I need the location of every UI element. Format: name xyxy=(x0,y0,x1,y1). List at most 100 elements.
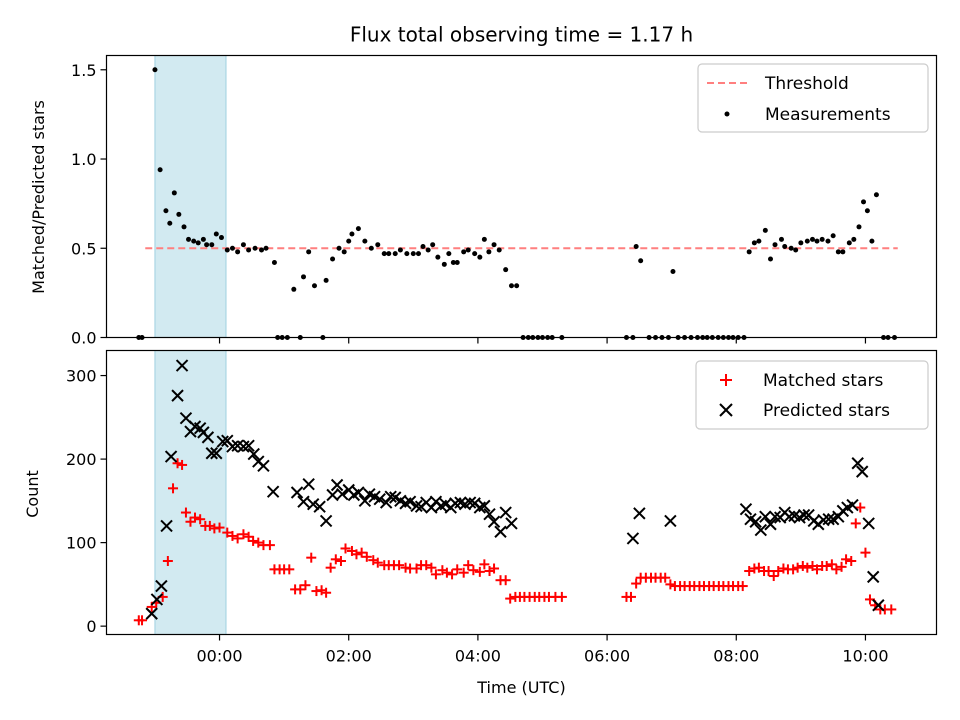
matched-stars-point xyxy=(253,537,264,548)
predicted-stars-point xyxy=(664,514,677,528)
matched-stars-point xyxy=(821,561,832,572)
predicted-stars-point xyxy=(358,494,372,508)
measurement-point xyxy=(323,277,329,283)
predicted-stars-point xyxy=(216,435,229,448)
predicted-marker-b xyxy=(764,518,777,531)
top-legend-box xyxy=(697,63,929,133)
predicted-marker-b xyxy=(171,389,184,402)
measurement-point xyxy=(465,247,471,253)
predicted-marker-b xyxy=(846,498,859,512)
matched-stars-point xyxy=(430,569,441,580)
predicted-stars-point xyxy=(145,607,158,620)
measurement-point xyxy=(825,238,831,244)
predicted-marker-b xyxy=(499,506,512,519)
measurement-point xyxy=(355,226,361,232)
predicted-marker-b xyxy=(231,439,244,452)
matched-stars-point xyxy=(162,555,173,566)
predicted-marker-b xyxy=(242,439,255,452)
measurement-point xyxy=(392,251,398,257)
bottom-y-axis-label: Count xyxy=(23,470,42,518)
xtick-label: 00:00 xyxy=(196,647,242,666)
matched-stars-point xyxy=(886,604,897,615)
measurement-point xyxy=(362,238,368,244)
matched-legend-swatch xyxy=(720,374,732,386)
matched-stars-point xyxy=(321,587,332,598)
predicted-marker-b xyxy=(633,507,646,520)
measurement-point xyxy=(397,247,403,253)
measurement-point xyxy=(415,251,421,257)
matched-stars-point xyxy=(189,512,200,523)
measurement-point xyxy=(191,238,197,244)
matched-stars-point xyxy=(788,564,799,575)
predicted-stars-point xyxy=(872,599,885,612)
predicted-marker-b xyxy=(403,495,417,508)
predicted-stars-point xyxy=(160,519,173,533)
measurement-point xyxy=(446,251,452,257)
bottom-ytick-label: 0 xyxy=(86,617,96,636)
predicted-stars-point xyxy=(313,500,326,513)
matched-stars-point xyxy=(295,584,306,595)
predicted-marker-b xyxy=(487,515,501,528)
matched-stars-point xyxy=(177,459,188,470)
matched-stars-point xyxy=(351,549,362,560)
predicted-stars-point xyxy=(247,447,260,461)
predicted-stars-point xyxy=(764,518,777,531)
matched-stars-point xyxy=(773,566,784,577)
measurement-point xyxy=(441,261,447,267)
measurement-point xyxy=(213,231,219,237)
predicted-stars-point xyxy=(739,502,753,516)
predicted-stars-point xyxy=(326,488,339,502)
matched-stars-point xyxy=(214,522,225,533)
x-axis-label: Time (UTC) xyxy=(476,678,565,697)
predicted-marker-b xyxy=(368,490,381,503)
measurement-point xyxy=(252,245,258,251)
measurement-point xyxy=(235,249,241,255)
predicted-stars-point xyxy=(633,507,646,520)
matched-stars-point xyxy=(500,575,511,586)
predicted-marker-b xyxy=(872,599,885,612)
measurement-point xyxy=(163,208,169,214)
matched-stars-point xyxy=(330,554,341,565)
measurement-point xyxy=(633,243,639,249)
predicted-stars-point xyxy=(856,465,869,478)
matched-stars-point xyxy=(665,579,676,590)
predicted-marker-b xyxy=(797,508,811,522)
measurement-point xyxy=(851,236,857,242)
predicted-marker-b xyxy=(505,517,518,530)
measurement-point xyxy=(157,167,163,173)
predicted-marker-b xyxy=(302,477,315,491)
matched-stars-point xyxy=(556,591,567,602)
measurement-point xyxy=(346,238,352,244)
predicted-stars-point xyxy=(330,478,344,492)
predicted-marker-b xyxy=(744,513,757,526)
measurement-point xyxy=(167,220,173,226)
predicted-stars-point xyxy=(384,490,397,503)
measurement-point xyxy=(830,233,836,239)
measurement-point xyxy=(259,247,265,253)
measurement-point xyxy=(381,251,387,257)
predicted-stars-point xyxy=(297,495,310,508)
xtick-label: 08:00 xyxy=(713,647,759,666)
predicted-stars-point xyxy=(463,496,477,509)
measurement-point xyxy=(291,286,297,292)
predicted-stars-point xyxy=(862,517,875,530)
matched-stars-point xyxy=(264,540,275,551)
measurement-point xyxy=(670,268,676,274)
predicted-stars-point xyxy=(155,579,168,593)
predicted-stars-point xyxy=(336,487,349,501)
predicted-stars-point xyxy=(201,431,215,444)
predicted-stars-point xyxy=(499,506,512,519)
matched-stars-point xyxy=(489,563,500,574)
predicted-marker-b xyxy=(822,513,835,526)
predicted-marker-b xyxy=(188,420,202,433)
predicted-marker-b xyxy=(179,411,193,425)
predicted-stars-point xyxy=(210,447,223,460)
xtick-label: 04:00 xyxy=(455,647,501,666)
predicted-marker-b xyxy=(389,491,402,504)
measurement-point xyxy=(425,247,431,253)
matched-stars-point xyxy=(306,552,317,563)
matched-stars-point xyxy=(180,507,191,518)
predicted-marker-b xyxy=(352,486,365,499)
matched-stars-point xyxy=(660,572,671,583)
predicted-marker-b xyxy=(145,607,158,620)
